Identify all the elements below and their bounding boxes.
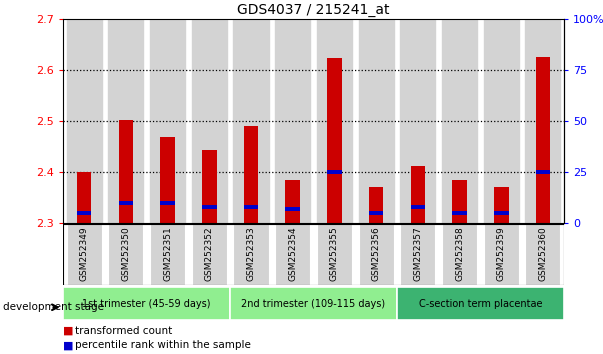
Bar: [160, 137, 175, 223]
Bar: [275, 224, 310, 285]
Bar: [397, 287, 564, 320]
Bar: [452, 211, 467, 215]
Bar: [150, 224, 185, 285]
Bar: [233, 19, 268, 223]
Text: GSM252351: GSM252351: [163, 226, 172, 281]
Bar: [411, 166, 425, 223]
Bar: [525, 224, 560, 285]
Title: GDS4037 / 215241_at: GDS4037 / 215241_at: [238, 3, 390, 17]
Text: GSM252357: GSM252357: [413, 226, 422, 281]
Bar: [535, 170, 551, 174]
Text: GSM252354: GSM252354: [288, 226, 297, 280]
Bar: [525, 19, 560, 223]
Bar: [317, 19, 352, 223]
Text: transformed count: transformed count: [75, 326, 172, 336]
Bar: [230, 287, 397, 320]
Text: 2nd trimester (109-115 days): 2nd trimester (109-115 days): [241, 298, 386, 309]
Bar: [67, 224, 102, 285]
Text: GSM252359: GSM252359: [497, 226, 506, 281]
Bar: [452, 180, 467, 223]
Bar: [484, 19, 519, 223]
Bar: [327, 170, 342, 174]
Bar: [109, 224, 144, 285]
Bar: [442, 19, 477, 223]
Text: GSM252356: GSM252356: [371, 226, 380, 281]
Bar: [119, 120, 133, 223]
Bar: [317, 224, 352, 285]
Text: GSM252350: GSM252350: [121, 226, 130, 281]
Bar: [400, 224, 435, 285]
Text: GSM252358: GSM252358: [455, 226, 464, 281]
Bar: [285, 207, 300, 211]
Bar: [275, 19, 310, 223]
Text: ■: ■: [63, 326, 74, 336]
Text: development stage: development stage: [3, 302, 104, 312]
Text: ■: ■: [63, 340, 74, 350]
Bar: [400, 19, 435, 223]
Text: GSM252360: GSM252360: [538, 226, 548, 281]
Bar: [411, 205, 425, 209]
Text: GSM252353: GSM252353: [247, 226, 256, 281]
Bar: [63, 287, 230, 320]
Bar: [535, 57, 551, 223]
Bar: [244, 205, 258, 209]
Bar: [494, 187, 508, 223]
Bar: [369, 187, 384, 223]
Bar: [160, 201, 175, 205]
Bar: [202, 150, 216, 223]
Bar: [327, 58, 342, 223]
Bar: [77, 211, 92, 215]
Bar: [359, 19, 394, 223]
Text: GSM252349: GSM252349: [80, 226, 89, 280]
Bar: [77, 172, 92, 223]
Bar: [442, 224, 477, 285]
Bar: [67, 19, 102, 223]
Text: percentile rank within the sample: percentile rank within the sample: [75, 340, 251, 350]
Bar: [484, 224, 519, 285]
Bar: [359, 224, 394, 285]
Bar: [233, 224, 268, 285]
Bar: [192, 224, 227, 285]
Bar: [494, 211, 508, 215]
Bar: [109, 19, 144, 223]
Bar: [119, 201, 133, 205]
Bar: [150, 19, 185, 223]
Bar: [285, 180, 300, 223]
Bar: [369, 211, 384, 215]
Text: 1st trimester (45-59 days): 1st trimester (45-59 days): [83, 298, 211, 309]
Bar: [244, 126, 258, 223]
Text: GSM252355: GSM252355: [330, 226, 339, 281]
Text: GSM252352: GSM252352: [205, 226, 214, 280]
Bar: [202, 205, 216, 209]
Bar: [192, 19, 227, 223]
Text: C-section term placentae: C-section term placentae: [418, 298, 542, 309]
